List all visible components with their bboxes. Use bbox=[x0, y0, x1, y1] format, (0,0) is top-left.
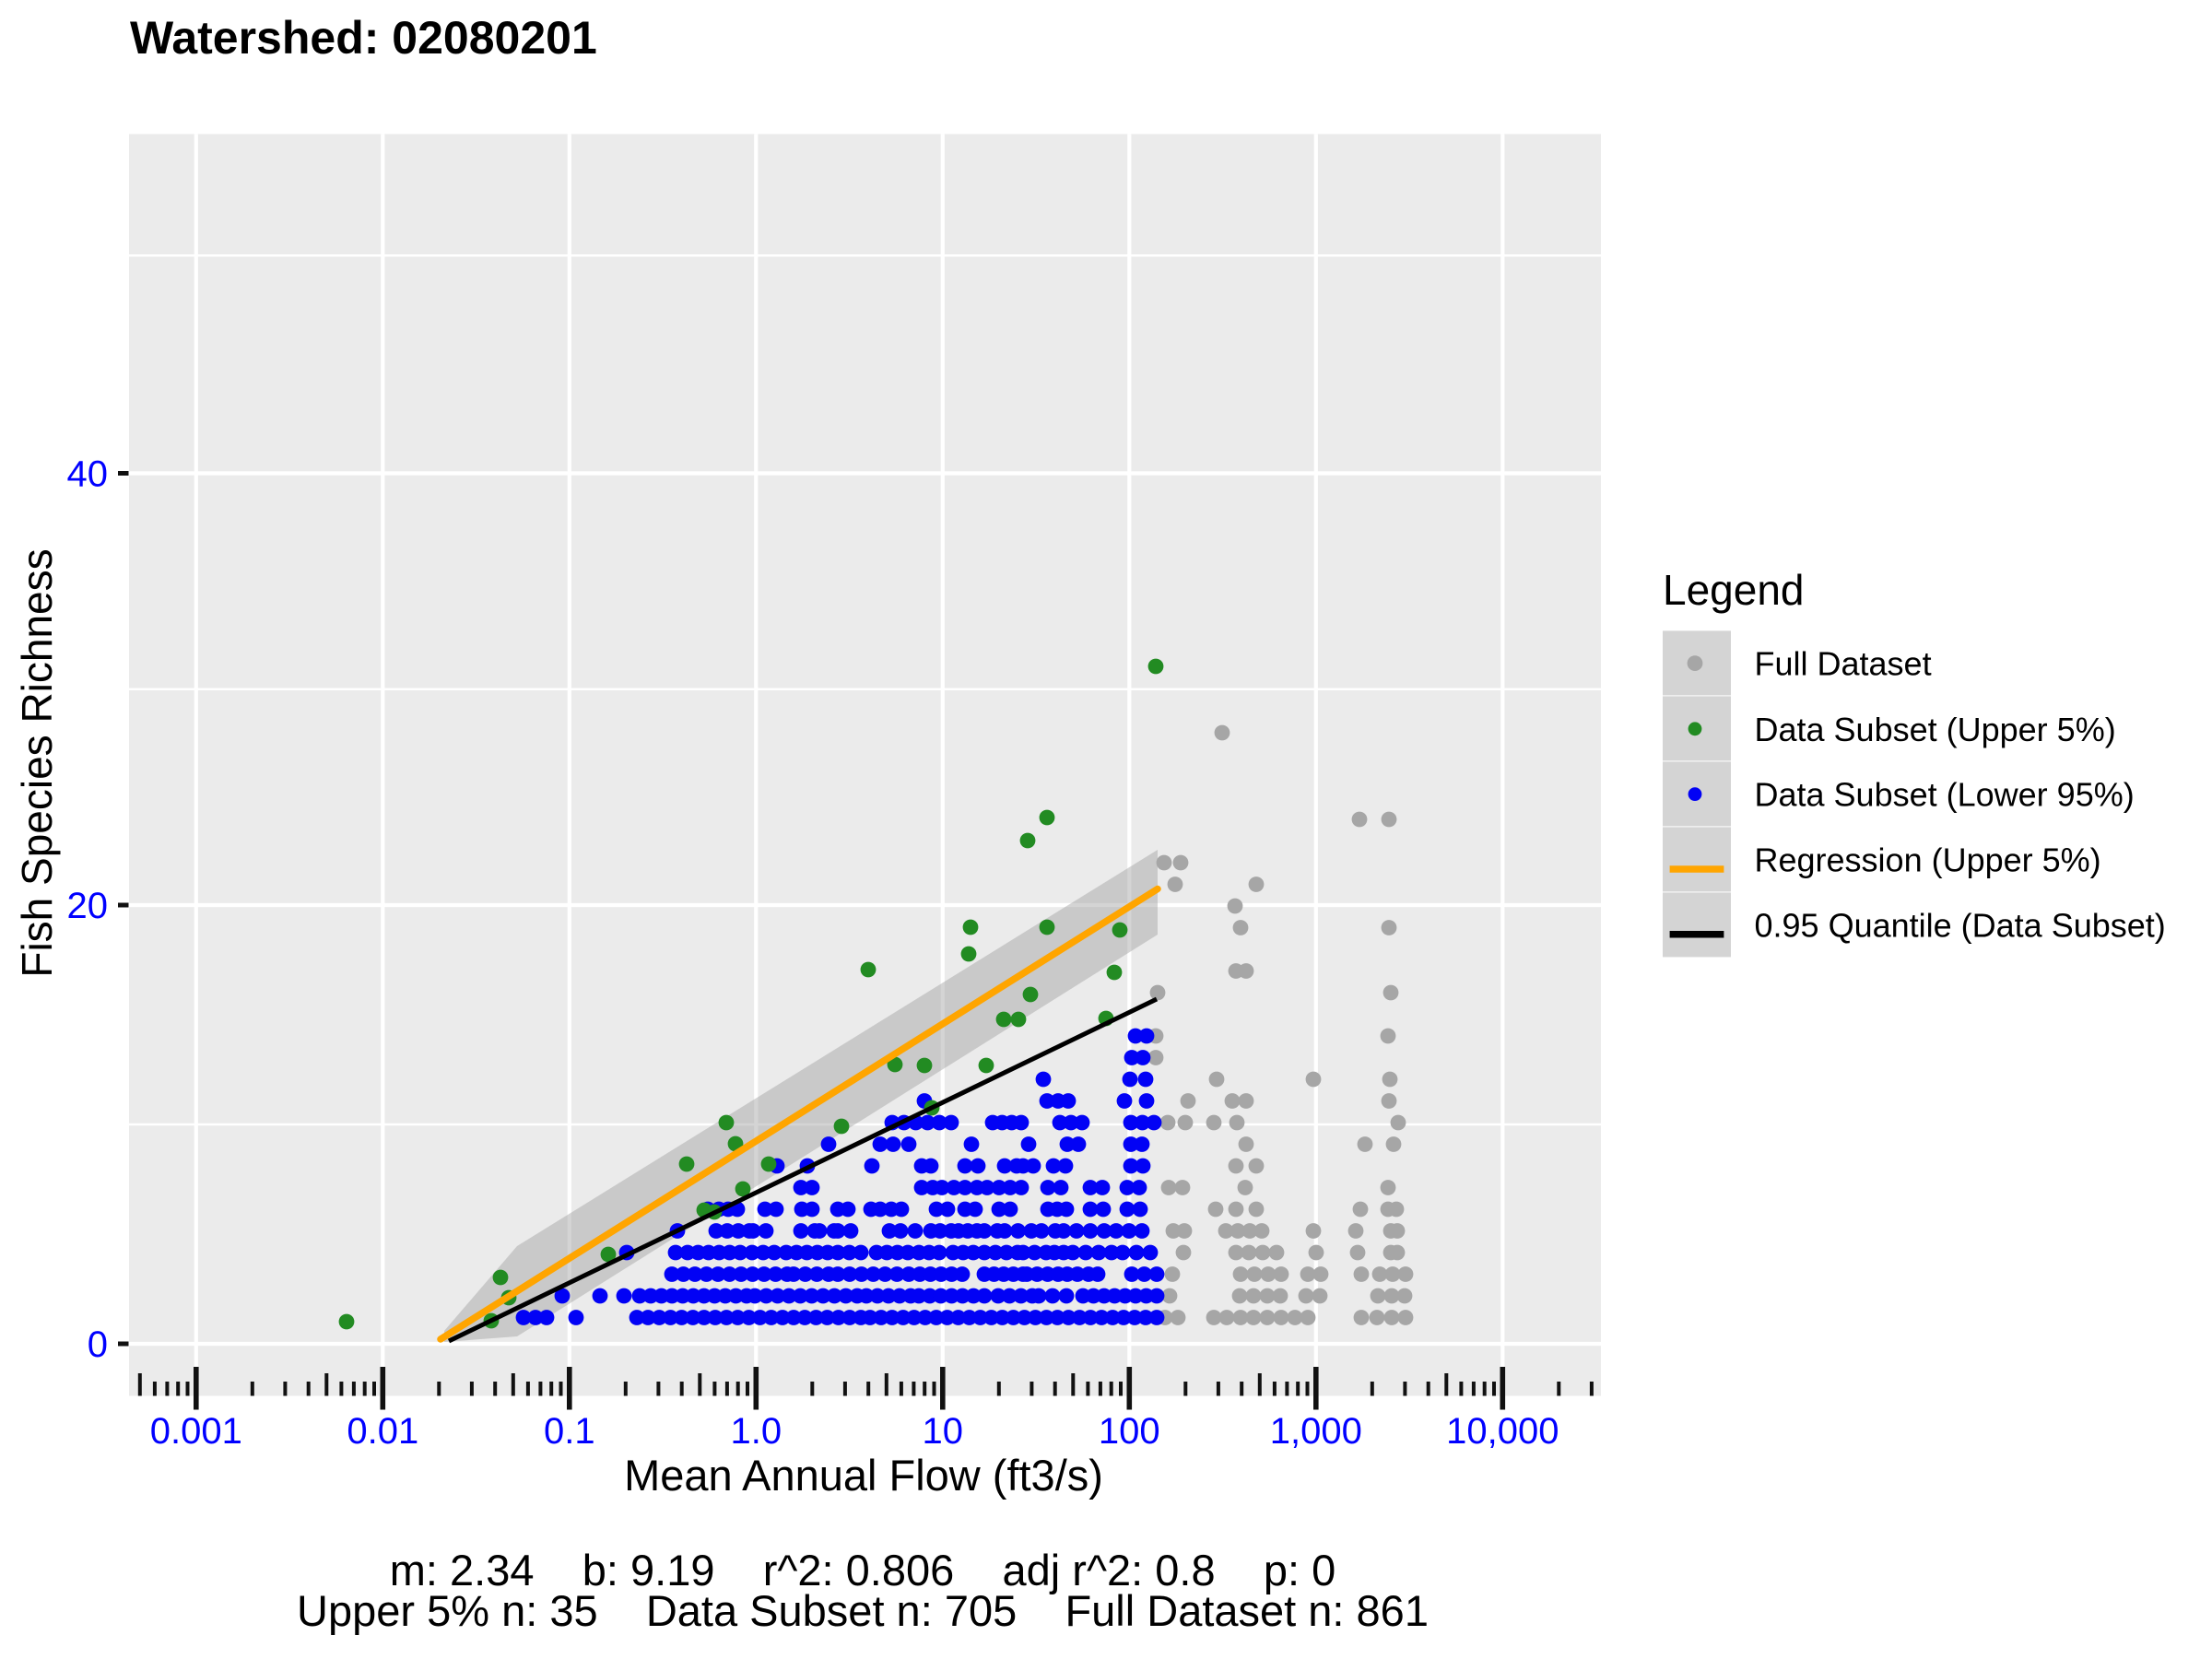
svg-text:1,000: 1,000 bbox=[1270, 1411, 1362, 1452]
svg-text:Regression (Upper 5%): Regression (Upper 5%) bbox=[1755, 841, 2101, 879]
svg-text:m: 2.34 b: 9.19 r^2: 0.8: m: 2.34 b: 9.19 r^2: 0.806 adj r^2: 0.8 … bbox=[390, 1546, 1335, 1594]
svg-text:Data Subset (Lower 95%): Data Subset (Lower 95%) bbox=[1755, 776, 2135, 814]
svg-text:0.95 Quantile (Data Subset): 0.95 Quantile (Data Subset) bbox=[1755, 906, 2166, 944]
svg-text:1.0: 1.0 bbox=[730, 1411, 782, 1452]
svg-text:Fish Species Richness: Fish Species Richness bbox=[13, 548, 61, 977]
svg-text:Watershed: 02080201: Watershed: 02080201 bbox=[130, 12, 597, 64]
svg-text:20: 20 bbox=[67, 886, 109, 926]
svg-text:Full Dataset: Full Dataset bbox=[1755, 645, 1932, 683]
svg-text:Legend: Legend bbox=[1663, 566, 1805, 614]
svg-text:10,000: 10,000 bbox=[1446, 1411, 1559, 1452]
svg-text:0.1: 0.1 bbox=[544, 1411, 595, 1452]
svg-text:Upper 5% n: 35 Data Subset: Upper 5% n: 35 Data Subset n: 705 Full D… bbox=[297, 1586, 1429, 1635]
svg-text:Mean Annual Flow (ft3/s): Mean Annual Flow (ft3/s) bbox=[624, 1451, 1103, 1500]
svg-text:0.01: 0.01 bbox=[347, 1411, 418, 1452]
svg-text:Data Subset (Upper 5%): Data Subset (Upper 5%) bbox=[1755, 711, 2116, 748]
svg-text:100: 100 bbox=[1099, 1411, 1160, 1452]
svg-text:40: 40 bbox=[67, 454, 109, 495]
svg-text:0.001: 0.001 bbox=[150, 1411, 242, 1452]
svg-text:10: 10 bbox=[923, 1411, 964, 1452]
svg-text:0: 0 bbox=[88, 1324, 108, 1365]
